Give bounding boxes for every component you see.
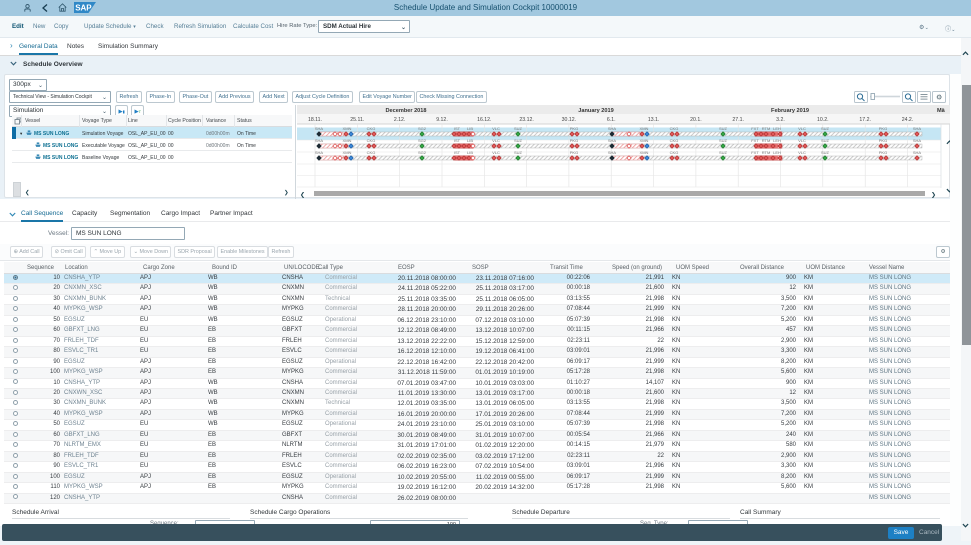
svg-text:PKG: PKG: [570, 126, 578, 131]
svg-text:FXT: FXT: [751, 126, 759, 131]
svg-text:SHA: SHA: [315, 150, 324, 155]
svg-text:LEH: LEH: [773, 126, 781, 131]
svg-text:RTM: RTM: [762, 138, 771, 143]
svg-text:SUZ: SUZ: [514, 126, 523, 131]
svg-text:CKG: CKG: [367, 138, 376, 143]
svg-text:❮: ❮: [300, 192, 305, 199]
svg-text:February 2019: February 2019: [771, 108, 809, 114]
svg-text:20.1.: 20.1.: [690, 117, 702, 123]
svg-text:IST: IST: [454, 138, 461, 143]
svg-text:Mä: Mä: [937, 108, 946, 114]
svg-text:SUZ: SUZ: [514, 138, 523, 143]
svg-text:XMN: XMN: [343, 150, 352, 155]
svg-text:PKG: PKG: [879, 150, 887, 155]
svg-text:VLC: VLC: [492, 126, 500, 131]
svg-text:SHA: SHA: [608, 138, 617, 143]
svg-text:⚙: ⚙: [936, 94, 942, 102]
svg-text:RTM: RTM: [762, 150, 771, 155]
svg-text:PKG: PKG: [879, 126, 887, 131]
svg-text:FXT: FXT: [751, 138, 759, 143]
svg-text:RTM: RTM: [762, 126, 771, 131]
svg-text:SHA: SHA: [315, 138, 324, 143]
svg-text:PKG: PKG: [570, 138, 578, 143]
svg-text:23.12.: 23.12.: [519, 117, 533, 123]
svg-text:SHA: SHA: [608, 126, 617, 131]
svg-text:6.1.: 6.1.: [607, 117, 616, 123]
svg-text:SAP: SAP: [75, 4, 92, 13]
svg-text:XMN: XMN: [343, 126, 352, 131]
svg-text:2.12.: 2.12.: [394, 117, 406, 123]
svg-text:SG2: SG2: [418, 138, 427, 143]
svg-text:FXT: FXT: [751, 150, 759, 155]
svg-text:XMN: XMN: [640, 150, 649, 155]
svg-text:17.2.: 17.2.: [859, 117, 871, 123]
svg-text:XMN: XMN: [640, 126, 649, 131]
svg-text:SG2: SG2: [418, 126, 427, 131]
svg-text:VLC: VLC: [798, 126, 806, 131]
svg-text:LEH: LEH: [773, 150, 781, 155]
svg-text:CKG: CKG: [670, 126, 679, 131]
svg-text:VLC: VLC: [492, 150, 500, 155]
svg-text:VLC: VLC: [798, 138, 806, 143]
svg-text:SHA: SHA: [913, 150, 922, 155]
svg-text:SUZ: SUZ: [719, 138, 728, 143]
svg-text:9.12.: 9.12.: [436, 117, 448, 123]
svg-text:LIB: LIB: [467, 138, 473, 143]
svg-text:16.12.: 16.12.: [477, 117, 491, 123]
svg-text:SUZ: SUZ: [514, 150, 523, 155]
svg-text:SUZ: SUZ: [821, 138, 830, 143]
svg-text:XMN: XMN: [640, 138, 649, 143]
svg-text:30.12.: 30.12.: [562, 117, 576, 123]
svg-text:3.2.: 3.2.: [776, 117, 785, 123]
svg-text:SHA: SHA: [913, 138, 922, 143]
svg-text:❯: ❯: [931, 192, 936, 199]
svg-text:18.11.: 18.11.: [308, 117, 322, 123]
svg-text:IST: IST: [454, 150, 461, 155]
svg-text:SUZ: SUZ: [821, 126, 830, 131]
svg-text:XMN: XMN: [343, 138, 352, 143]
svg-text:January 2019: January 2019: [578, 108, 613, 114]
svg-text:13.1.: 13.1.: [648, 117, 660, 123]
svg-text:SUZ: SUZ: [719, 126, 728, 131]
svg-text:CKG: CKG: [367, 126, 376, 131]
svg-text:IST: IST: [454, 126, 461, 131]
svg-text:CKG: CKG: [367, 150, 376, 155]
svg-text:25.11.: 25.11.: [350, 117, 364, 123]
svg-text:VLC: VLC: [798, 150, 806, 155]
svg-text:SUZ: SUZ: [719, 150, 728, 155]
svg-text:SUZ: SUZ: [821, 150, 830, 155]
svg-text:27.1.: 27.1.: [732, 117, 744, 123]
svg-text:LIB: LIB: [467, 150, 473, 155]
svg-text:December 2018: December 2018: [385, 108, 426, 114]
svg-text:LEH: LEH: [773, 138, 781, 143]
svg-text:CKG: CKG: [670, 150, 679, 155]
svg-text:LIB: LIB: [467, 126, 473, 131]
svg-text:SHA: SHA: [913, 126, 922, 131]
svg-text:24.2.: 24.2.: [902, 117, 914, 123]
svg-text:SHA: SHA: [608, 150, 617, 155]
svg-text:PKG: PKG: [879, 138, 887, 143]
svg-text:PKG: PKG: [570, 150, 578, 155]
svg-text:10.2.: 10.2.: [817, 117, 829, 123]
svg-text:SG2: SG2: [418, 150, 427, 155]
svg-text:SHA: SHA: [315, 126, 324, 131]
svg-text:CKG: CKG: [670, 138, 679, 143]
svg-text:VLC: VLC: [492, 138, 500, 143]
